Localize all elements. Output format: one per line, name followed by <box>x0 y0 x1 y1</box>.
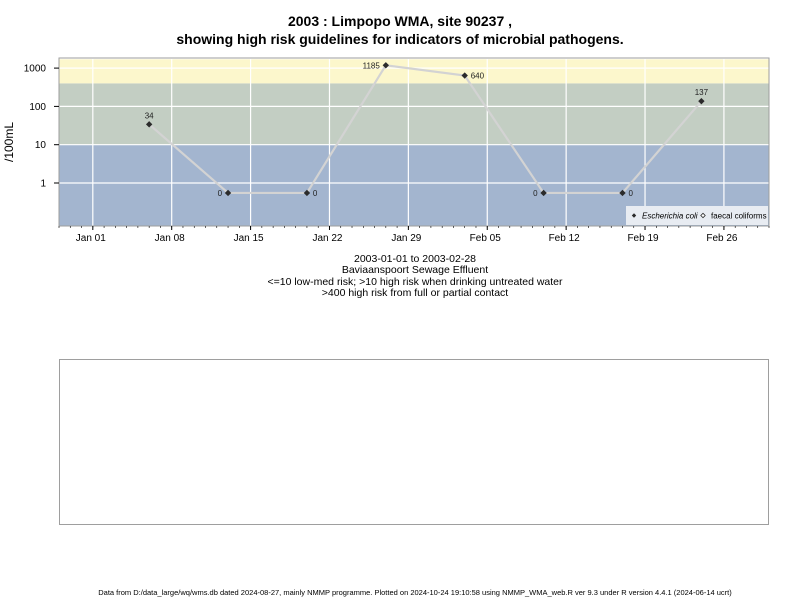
x-tick-label: Jan 22 <box>312 233 342 244</box>
legend: Escherichia coli faecal coliforms <box>626 206 768 225</box>
data-point <box>224 189 232 197</box>
data-label: 0 <box>533 189 538 198</box>
x-tick-label: Jan 29 <box>391 233 421 244</box>
plot-frame <box>58 57 770 227</box>
risk-band-1 <box>59 83 769 145</box>
chart: 1 10 100 1000 Jan 01 Jan 08 Jan 15 Jan 22 Jan 2… <box>2 57 770 244</box>
y-tick-label: 1000 <box>24 64 47 75</box>
footer-note: Data from D:/data_large/wq/wms.db dated … <box>98 588 732 597</box>
legend-box <box>626 206 768 225</box>
x-axis: Jan 01 Jan 08 Jan 15 Jan 22 Jan 29 Feb 05 Feb … <box>58 226 770 244</box>
legend-label-e-coli: Escherichia coli <box>642 212 698 221</box>
legend-label-faecal-coliforms: faecal coliforms <box>711 212 767 221</box>
empty-plot-panel <box>59 359 769 525</box>
data-point <box>698 97 705 105</box>
chart-title-line-1: 2003 : Limpopo WMA, site 90237 , <box>287 13 513 29</box>
chart-title-line-2: showing high risk guidelines for indicat… <box>176 31 624 47</box>
data-label: 0 <box>218 189 223 198</box>
legend-marker-faecal-coliforms <box>700 212 706 219</box>
x-tick-label: Jan 01 <box>76 233 106 244</box>
subtitle-contact-risk: >400 high risk from full or partial cont… <box>321 287 509 299</box>
data-label: 640 <box>471 72 485 81</box>
legend-marker-e-coli <box>631 213 637 218</box>
data-label: 0 <box>628 189 633 198</box>
data-label: 137 <box>695 88 709 97</box>
data-point <box>461 72 468 79</box>
data-point <box>303 189 311 197</box>
x-tick-label: Feb 12 <box>549 233 581 244</box>
y-tick-label: 1 <box>40 179 46 190</box>
series-line-e-coli <box>148 64 703 195</box>
risk-bands <box>59 59 769 226</box>
x-tick-label: Feb 26 <box>706 233 738 244</box>
y-axis-label: /100mL <box>2 122 16 162</box>
data-label: 0 <box>313 189 318 198</box>
x-tick-label: Feb 19 <box>627 233 659 244</box>
data-label: 34 <box>145 111 154 120</box>
data-point <box>540 189 547 197</box>
data-point <box>145 121 153 128</box>
y-tick-label: 10 <box>35 140 47 151</box>
y-axis: 1 10 100 1000 <box>24 64 59 190</box>
x-tick-label: Jan 08 <box>155 233 185 244</box>
series-layer: 34 0 0 1185 640 0 0 137 <box>145 61 709 198</box>
subtitle-site-name: Baviaanspoort Sewage Effluent <box>341 264 489 276</box>
y-tick-label: 100 <box>29 102 46 113</box>
data-point <box>382 62 390 69</box>
risk-band-2 <box>59 59 769 84</box>
data-label: 1185 <box>363 61 381 70</box>
data-point <box>619 189 626 197</box>
subtitle-date-range: 2003-01-01 to 2003-02-28 <box>353 253 476 265</box>
x-tick-label: Feb 05 <box>470 233 502 244</box>
x-tick-label: Jan 15 <box>234 233 264 244</box>
subtitle-drinking-risk: <=10 low-med risk; >10 high risk when dr… <box>267 276 563 288</box>
